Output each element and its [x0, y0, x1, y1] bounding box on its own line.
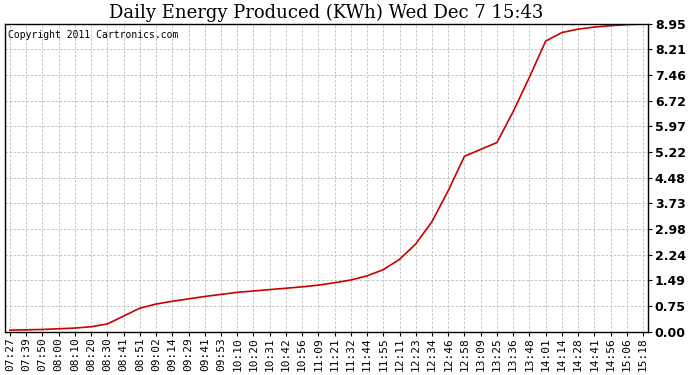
Text: Copyright 2011 Cartronics.com: Copyright 2011 Cartronics.com [8, 30, 179, 40]
Title: Daily Energy Produced (KWh) Wed Dec 7 15:43: Daily Energy Produced (KWh) Wed Dec 7 15… [109, 4, 544, 22]
